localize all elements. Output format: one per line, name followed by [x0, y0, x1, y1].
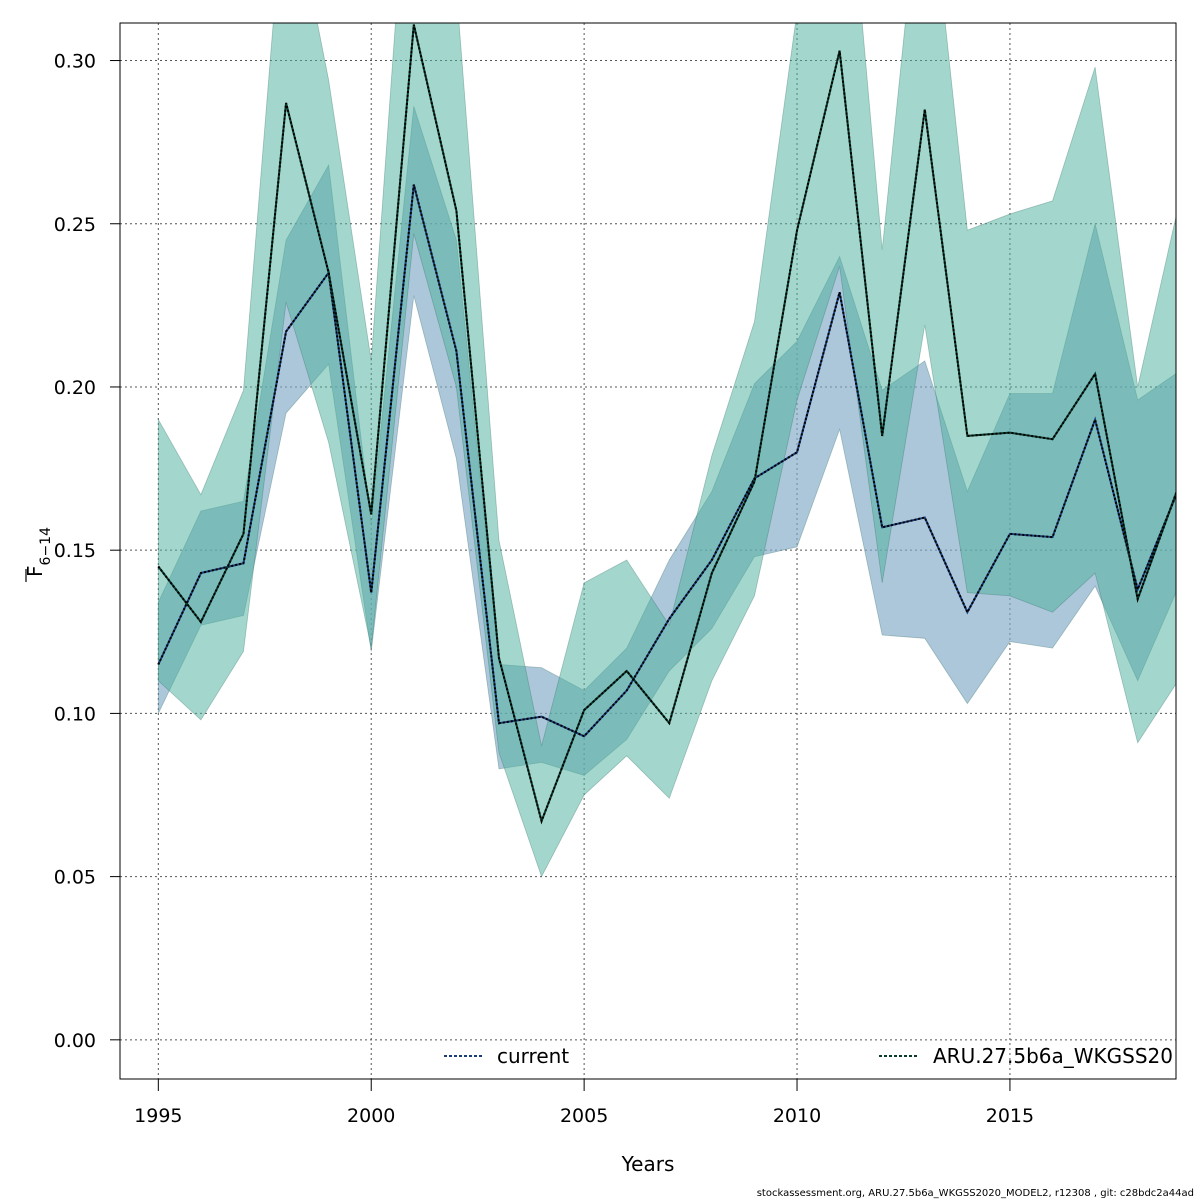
band-aru: [157, 23, 1176, 878]
x-tick-label: 2000: [347, 1105, 395, 1127]
legend-label-aru: ARU.27.5b6a_WKGSS20: [933, 1044, 1173, 1068]
x-tick-label: 2005: [560, 1105, 608, 1127]
line-aru: [157, 24, 1176, 825]
legend-item-aru: ARU.27.5b6a_WKGSS20: [879, 1044, 1173, 1068]
series-lines: [157, 24, 1176, 825]
y-tick-label: 0.10: [54, 703, 96, 725]
x-tick-label: 1995: [134, 1105, 182, 1127]
legend-label-current: current: [497, 1044, 569, 1068]
x-tick-label: 2015: [986, 1105, 1034, 1127]
y-axis: 0.00 0.05 0.10 0.15 0.20 0.25 0.30: [54, 51, 120, 1052]
y-tick-label: 0.30: [54, 51, 96, 73]
x-tick-label: 2010: [773, 1105, 821, 1127]
svg-text:F6−14: F6−14: [23, 527, 54, 577]
legend: current ARU.27.5b6a_WKGSS20: [444, 1044, 1173, 1068]
x-axis: 1995 2000 2005 2010 2015: [134, 1078, 1034, 1127]
legend-item-current: current: [444, 1044, 569, 1068]
footer-note: stockassessment.org, ARU.27.5b6a_WKGSS20…: [756, 1188, 1194, 1199]
confidence-bands: [157, 23, 1176, 878]
y-tick-label: 0.05: [54, 867, 96, 889]
y-tick-label: 0.15: [54, 540, 96, 562]
y-axis-title-subscript: 6−14: [38, 527, 54, 566]
x-axis-title: Years: [621, 1152, 675, 1176]
y-axis-title-main: F: [23, 565, 47, 577]
y-tick-label: 0.20: [54, 377, 96, 399]
y-tick-label: 0.00: [54, 1030, 96, 1052]
y-tick-label: 0.25: [54, 214, 96, 236]
y-axis-title: F6−14: [23, 527, 54, 582]
